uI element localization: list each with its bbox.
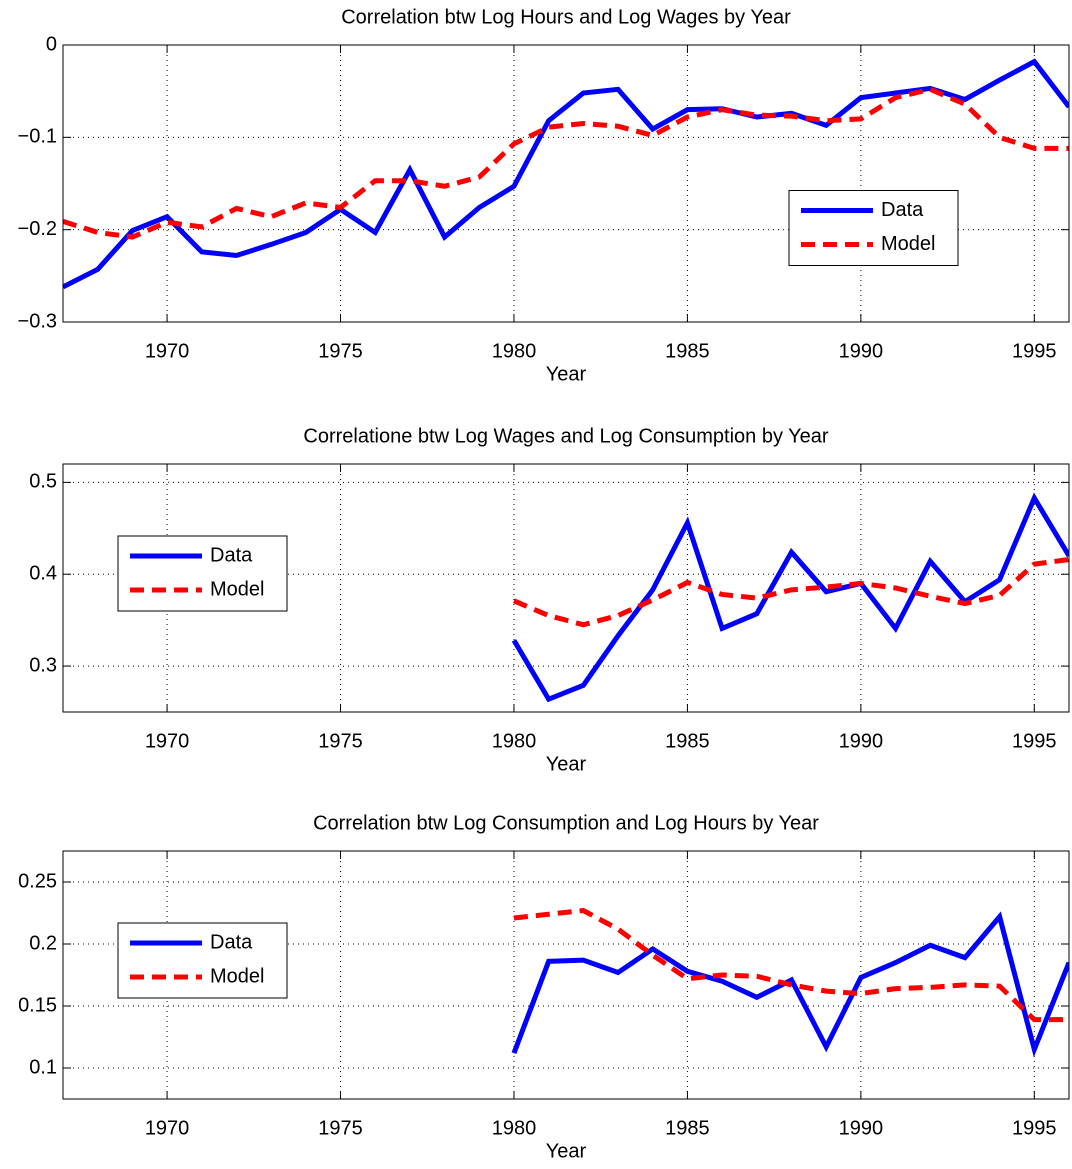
axes-box xyxy=(62,44,1070,323)
y-tick-label: 0.4 xyxy=(29,563,57,585)
x-tick-label: 1990 xyxy=(839,730,884,752)
legend-box xyxy=(117,535,288,612)
x-tick-label: 1975 xyxy=(318,1117,363,1139)
x-tick-label: 1990 xyxy=(839,1117,884,1139)
line-series xyxy=(512,557,1069,628)
y-tick-label: −0.1 xyxy=(18,126,57,148)
x-tick-label: 1970 xyxy=(145,730,190,752)
chart-title: Correlatione btw Log Wages and Log Consu… xyxy=(303,425,828,447)
x-tick-label: 1985 xyxy=(665,340,710,362)
x-tick-label: 1995 xyxy=(1012,340,1057,362)
line-series xyxy=(511,492,1069,703)
legend-label: Model xyxy=(210,965,264,987)
y-tick-label: 0.25 xyxy=(18,870,57,892)
legend-label: Model xyxy=(881,233,935,255)
line-series xyxy=(513,907,1069,1023)
y-tick-label: 0.1 xyxy=(29,1056,57,1078)
legend-label: Data xyxy=(210,544,253,566)
y-tick-label: 0 xyxy=(46,33,57,55)
legend-box xyxy=(117,922,288,999)
line-series xyxy=(63,86,1069,240)
x-axis-label: Year xyxy=(546,363,587,385)
axes-box xyxy=(62,850,1070,1100)
legend-box xyxy=(788,190,959,266)
y-tick-label: 0.15 xyxy=(18,994,57,1016)
x-tick-label: 1995 xyxy=(1012,1117,1057,1139)
x-tick-label: 1995 xyxy=(1012,730,1057,752)
x-tick-label: 1980 xyxy=(492,1117,537,1139)
x-tick-label: 1990 xyxy=(839,340,884,362)
x-tick-label: 1975 xyxy=(318,730,363,752)
x-tick-label: 1980 xyxy=(492,340,537,362)
line-series xyxy=(511,911,1069,1058)
chart-title: Correlation btw Log Hours and Log Wages … xyxy=(341,6,791,28)
y-tick-label: −0.3 xyxy=(18,310,57,332)
legend-label: Data xyxy=(210,931,253,953)
legend-label: Data xyxy=(881,199,924,221)
x-axis-label: Year xyxy=(546,753,587,775)
x-tick-label: 1970 xyxy=(145,1117,190,1139)
y-tick-label: 0.3 xyxy=(29,654,57,676)
y-tick-label: 0.2 xyxy=(29,932,57,954)
line-series xyxy=(63,58,1069,290)
axes-box xyxy=(62,463,1070,713)
chart-title: Correlation btw Log Consumption and Log … xyxy=(313,812,819,834)
legend-label: Model xyxy=(210,578,264,600)
x-tick-label: 1975 xyxy=(318,340,363,362)
x-tick-label: 1980 xyxy=(492,730,537,752)
x-tick-label: 1985 xyxy=(665,730,710,752)
y-tick-label: −0.2 xyxy=(18,218,57,240)
x-tick-label: 1985 xyxy=(665,1117,710,1139)
y-tick-label: 0.5 xyxy=(29,471,57,493)
x-tick-label: 1970 xyxy=(145,340,190,362)
x-axis-label: Year xyxy=(546,1140,587,1162)
